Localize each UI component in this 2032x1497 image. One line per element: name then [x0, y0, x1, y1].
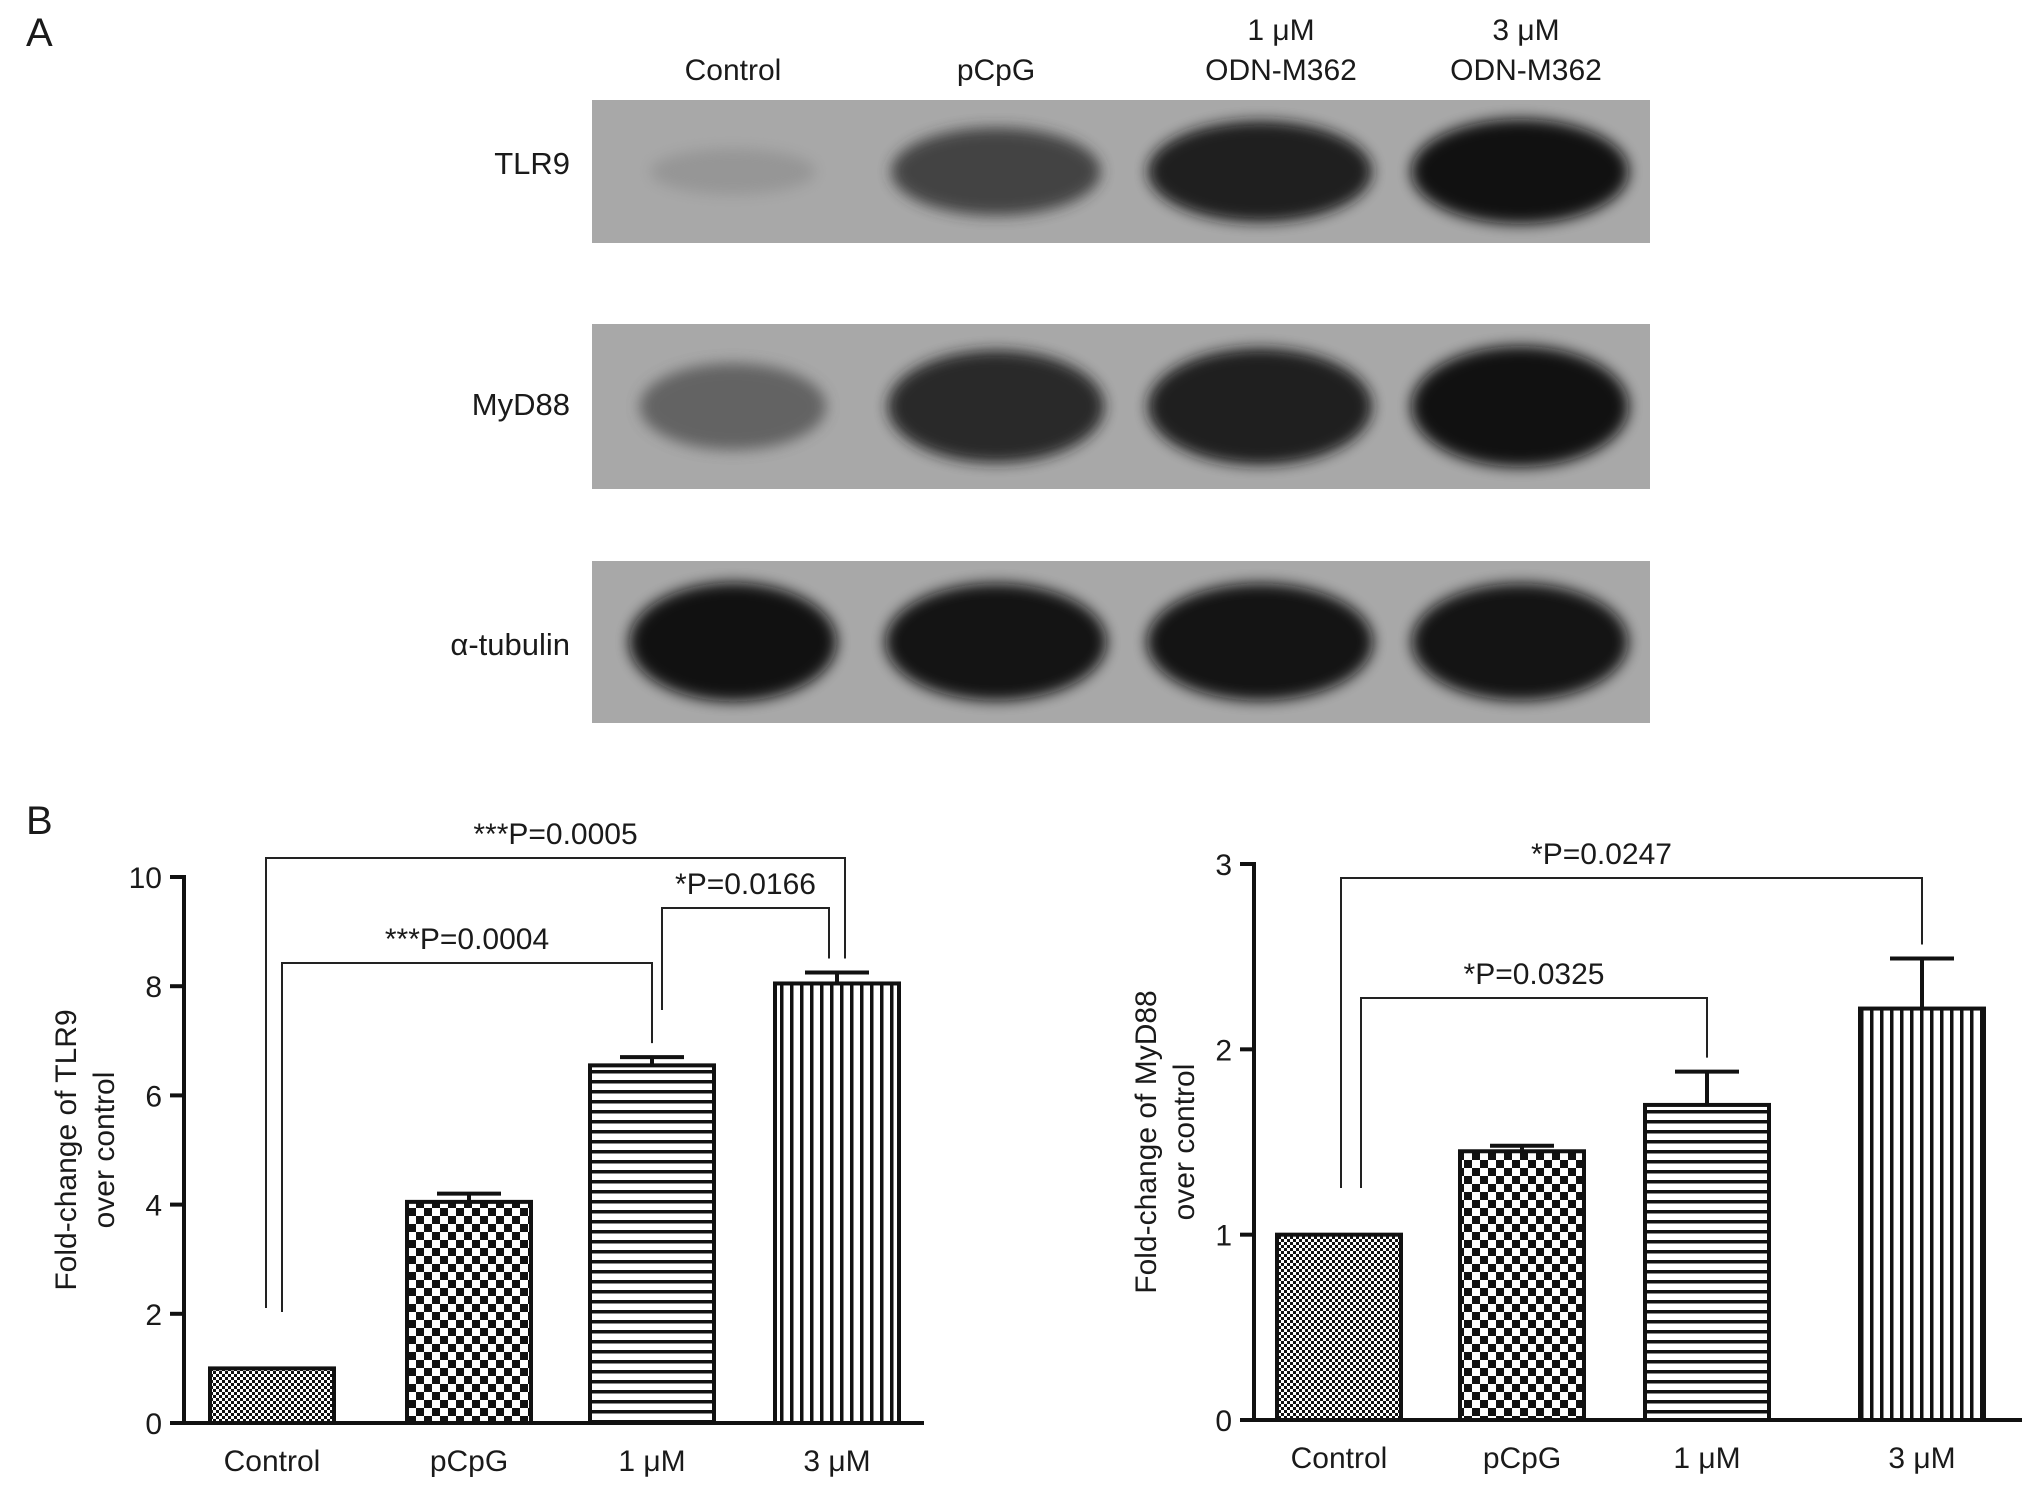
western-blots [592, 100, 1650, 723]
significance-bracket [1340, 877, 1923, 1188]
blot-label-tlr9: TLR9 [494, 146, 570, 181]
blot-band-tlr9-lane-3 [1147, 120, 1373, 223]
lane-label-1um-dose: 1 μM [1247, 14, 1314, 47]
bar-control [1275, 1232, 1403, 1422]
bar-3-m [773, 981, 901, 1425]
tlr9-bar-chart: 0 2 4 6 8 10 Fold-change of TLR9 over control Co… [50, 818, 924, 1478]
panel-b-letter: B [26, 799, 53, 843]
significance-bracket [661, 907, 830, 1010]
blot-band-myd88-lane-4 [1411, 345, 1629, 468]
significance-bracket [265, 857, 846, 1308]
significance-label: ***P=0.0005 [473, 818, 637, 851]
x-tick-label-control: Control [224, 1445, 321, 1478]
significance-label: *P=0.0166 [675, 868, 816, 901]
blot-band-tlr9-lane-4 [1411, 119, 1629, 224]
y-axis-label-line-1: Fold-change of MyD88 [1130, 990, 1163, 1294]
significance-bracket [281, 962, 653, 1312]
blot-band--tubulin-lane-2 [885, 583, 1107, 701]
y-axis-label-line-2: over control [1168, 1064, 1201, 1221]
y-axis-label-line-1: Fold-change of TLR9 [50, 1009, 83, 1290]
blot-band--tubulin-lane-4 [1411, 583, 1629, 701]
blot-band-tlr9-lane-1 [650, 148, 816, 195]
blot-band-tlr9-lane-2 [891, 127, 1101, 216]
blot-band--tubulin-lane-3 [1147, 583, 1373, 701]
y-tick-label: 8 [145, 971, 162, 1004]
blot-band-myd88-lane-1 [639, 363, 827, 450]
lane-label-pcpg: pCpG [957, 54, 1035, 87]
bar-control [208, 1366, 336, 1426]
y-tick-label: 10 [129, 862, 162, 895]
y-tick-label: 0 [1215, 1405, 1232, 1438]
lane-label-3um-odn: ODN-M362 [1450, 54, 1602, 87]
blot-band--tubulin-lane-1 [629, 582, 837, 702]
panel-a-letter: A [26, 11, 53, 55]
bar-pcpg [1458, 1149, 1586, 1423]
x-tick-label-control: Control [1291, 1442, 1388, 1475]
myd88-bar-chart: 0 1 2 3 Fold-change of MyD88 over control Cont… [1130, 838, 2022, 1475]
x-tick-label-3-m: 3 μM [803, 1445, 870, 1478]
significance-label: ***P=0.0004 [385, 923, 549, 956]
lane-label-control: Control [685, 54, 782, 87]
y-axis-label-line-2: over control [88, 1072, 121, 1229]
y-tick-label: 2 [145, 1299, 162, 1332]
x-tick-label-pcpg: pCpG [430, 1445, 508, 1478]
significance-label: *P=0.0325 [1464, 958, 1605, 991]
significance-bracket [1360, 997, 1708, 1188]
significance-label: *P=0.0247 [1531, 838, 1672, 871]
bar-3-m [1858, 1006, 1986, 1422]
blot-label-myd88: MyD88 [472, 387, 570, 422]
y-tick-label: 6 [145, 1080, 162, 1113]
lane-label-3um-dose: 3 μM [1492, 14, 1559, 47]
bar-pcpg [405, 1199, 533, 1425]
y-tick-label: 2 [1215, 1034, 1232, 1067]
y-tick-label: 3 [1215, 849, 1232, 882]
y-tick-label: 0 [145, 1408, 162, 1441]
lane-label-1um-odn: ODN-M362 [1205, 54, 1357, 87]
lane-labels: Control pCpG 1 μM ODN-M362 3 μM ODN-M362 [685, 14, 1602, 87]
blot-band-myd88-lane-3 [1147, 348, 1373, 465]
x-tick-label-1-m: 1 μM [1673, 1442, 1740, 1475]
bar-1-m [588, 1063, 716, 1425]
x-tick-label-pcpg: pCpG [1483, 1442, 1561, 1475]
x-tick-label-1-m: 1 μM [618, 1445, 685, 1478]
x-tick-label-3-m: 3 μM [1888, 1442, 1955, 1475]
y-tick-label: 1 [1215, 1220, 1232, 1253]
blot-band-myd88-lane-2 [887, 350, 1105, 463]
y-tick-label: 4 [145, 1190, 162, 1223]
bar-1-m [1643, 1102, 1771, 1423]
blot-label-tubulin: α-tubulin [450, 627, 570, 662]
